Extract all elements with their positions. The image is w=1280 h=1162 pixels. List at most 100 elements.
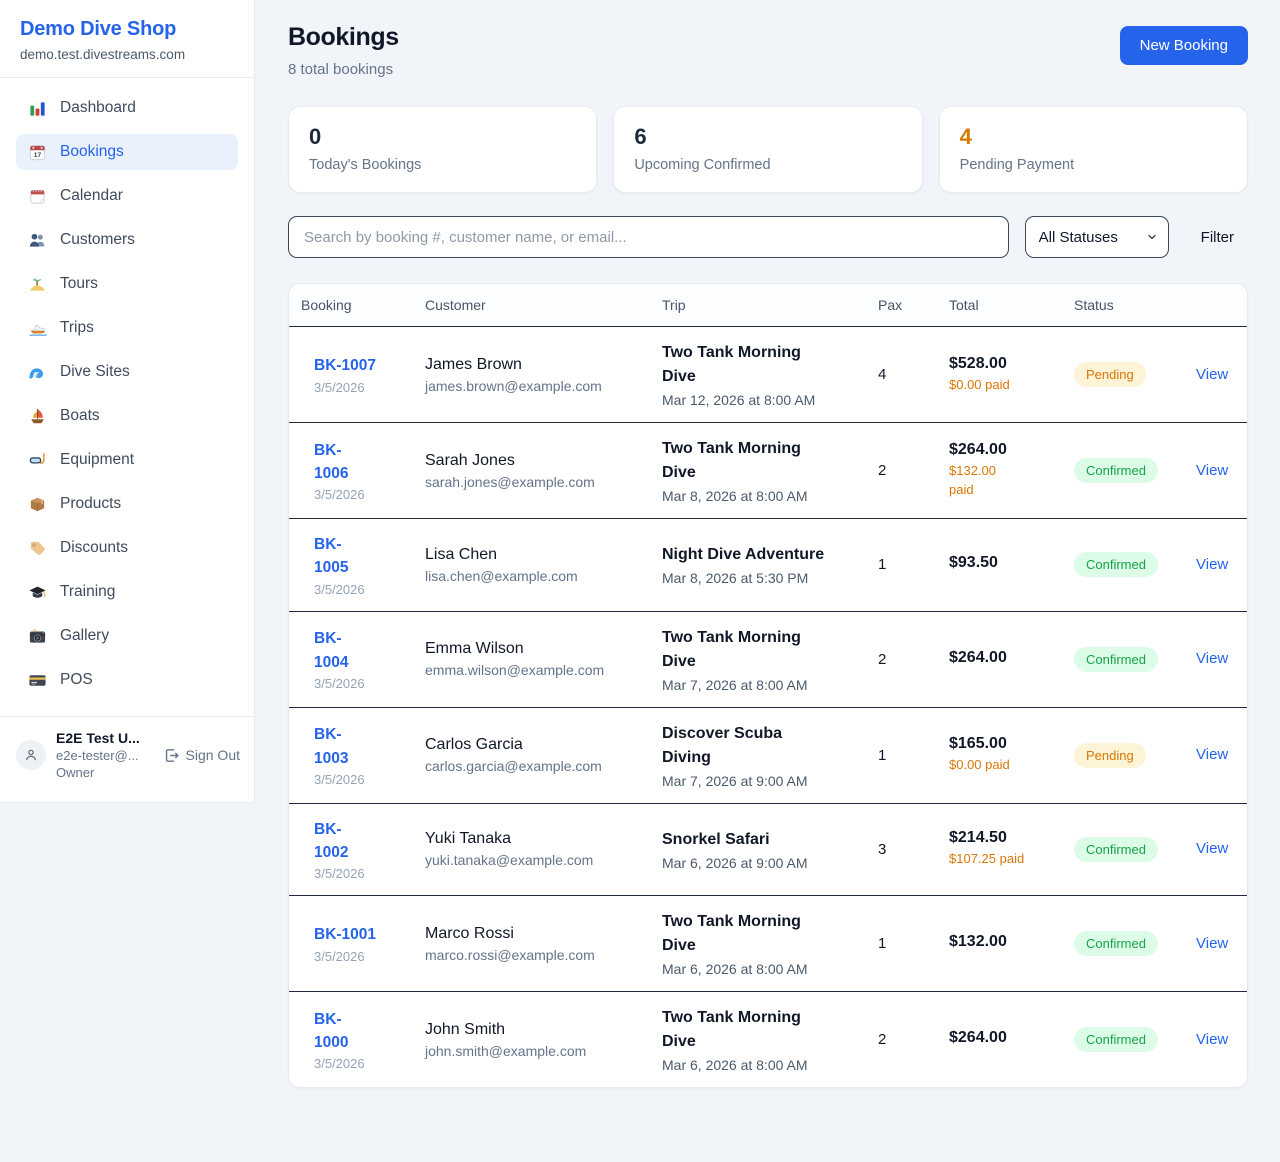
view-link[interactable]: View [1196,934,1229,952]
booking-link[interactable]: BK-1001 [314,926,377,944]
customer-name: Sarah Jones [425,451,515,469]
svg-text:17: 17 [34,151,42,158]
sign-out-label: Sign Out [185,747,240,763]
view-link[interactable]: View [1196,1030,1229,1048]
view-cell: View [1184,518,1247,611]
pax-cell: 1 [866,518,937,611]
filter-button[interactable]: Filter [1185,229,1248,246]
stat-label: Upcoming Confirmed [634,157,771,173]
status-cell: Confirmed [1062,991,1184,1087]
sidebar-item-discounts[interactable]: Discounts [16,530,238,566]
trip-cell: Night Dive Adventure Mar 8, 2026 at 5:30… [650,518,866,611]
booking-link[interactable]: BK-1007 [314,357,377,375]
status-cell: Confirmed [1062,895,1184,992]
trip-name: Two Tank Morning Dive [662,628,801,670]
view-link[interactable]: View [1196,365,1229,383]
sidebar-item-products[interactable]: Products [16,486,238,522]
status-badge: Pending [1074,362,1146,387]
view-cell: View [1184,422,1247,519]
booking-link[interactable]: BK- 1004 [314,630,349,671]
column-header: Trip [650,284,866,327]
status-badge: Confirmed [1074,646,1158,672]
status-badge: Confirmed [1074,931,1158,956]
sidebar-item-customers[interactable]: Customers [16,222,238,258]
new-booking-button[interactable]: New Booking [1119,26,1248,65]
sidebar-item-pos[interactable]: POS [16,662,238,698]
sidebar-item-tours[interactable]: Tours [16,266,238,302]
view-link[interactable]: View [1196,840,1229,858]
view-link[interactable]: View [1196,650,1229,667]
trip-name: Two Tank Morning Dive [662,440,801,481]
stat-card: 4 Pending Payment [938,106,1248,193]
pax-cell: 1 [866,895,937,992]
sidebar-item-label: Gallery [60,627,110,644]
trip-cell: Two Tank Morning Dive Mar 7, 2026 at 8:0… [650,610,866,707]
brand-name[interactable]: Demo Dive Shop [20,18,177,40]
stats-row: 0 Today's Bookings 6 Upcoming Confirmed … [288,106,1248,193]
pax-cell: 4 [866,326,937,423]
table-row: BK- 1005 3/5/2026 Lisa Chen lisa.chen@ex… [289,518,1247,611]
sidebar-item-boats[interactable]: Boats [16,398,238,434]
column-header: Total [937,284,1062,327]
view-cell: View [1184,802,1247,896]
sidebar-item-label: Boats [60,407,100,424]
booking-cell: BK-1007 3/5/2026 [289,326,413,423]
grad-cap-icon [28,583,47,602]
view-link[interactable]: View [1196,461,1229,479]
status-cell: Pending [1062,706,1184,803]
status-select[interactable]: All Statuses [1024,216,1169,258]
sidebar-item-equipment[interactable]: Equipment [16,442,238,478]
sidebar-item-dashboard[interactable]: Dashboard [16,90,238,126]
sign-out-button[interactable]: Sign Out [163,747,240,764]
pax-cell: 2 [866,422,937,519]
booking-cell: BK- 1004 3/5/2026 [289,610,413,707]
booking-date: 3/5/2026 [314,581,365,597]
sidebar-item-gallery[interactable]: Gallery [16,618,238,654]
sidebar-item-trips[interactable]: Trips [16,310,238,346]
person-icon [26,749,36,761]
paid-amount: $0.00 paid [949,757,1010,773]
search-input[interactable] [288,216,1009,258]
status-badge: Confirmed [1074,552,1158,578]
sidebar-item-label: Products [60,495,122,512]
booking-link[interactable]: BK- 1000 [314,1010,349,1051]
trip-datetime: Mar 7, 2026 at 8:00 AM [662,676,808,693]
sidebar-item-calendar[interactable]: Calendar [16,178,238,214]
pax-cell: 3 [866,802,937,896]
customer-name: James Brown [425,355,522,373]
customer-cell: Lisa Chen lisa.chen@example.com [413,518,650,611]
sidebar-item-training[interactable]: Training [16,574,238,610]
pax-cell: 2 [866,610,937,707]
total-amount: $264.00 [949,441,1007,459]
user-role: Owner [56,765,95,780]
sidebar-item-bookings[interactable]: 17 Bookings [16,134,238,170]
customer-cell: Marco Rossi marco.rossi@example.com [413,895,650,992]
table-row: BK- 1006 3/5/2026 Sarah Jones sarah.jone… [289,422,1247,519]
column-header [1184,284,1247,327]
column-header: Customer [413,284,650,327]
booking-link[interactable]: BK- 1003 [314,726,349,767]
customer-name: Lisa Chen [425,545,498,563]
column-header: Pax [866,284,937,327]
booking-link[interactable]: BK- 1006 [314,441,349,482]
status-cell: Confirmed [1062,610,1184,707]
view-cell: View [1184,610,1247,707]
booking-cell: BK- 1005 3/5/2026 [289,518,413,611]
trip-cell: Snorkel Safari Mar 6, 2026 at 9:00 AM [650,802,866,896]
view-link[interactable]: View [1196,746,1229,763]
people-icon [28,231,47,250]
view-link[interactable]: View [1196,555,1229,573]
total-amount: $93.50 [949,554,998,572]
sidebar: Demo Dive Shop demo.test.divestreams.com… [0,0,255,803]
booking-cell: BK-1001 3/5/2026 [289,895,413,992]
stat-card: 0 Today's Bookings [288,106,598,193]
calendar-date-icon: 17 [28,143,47,162]
sidebar-item-dive-sites[interactable]: Dive Sites [16,354,238,390]
booking-link[interactable]: BK- 1002 [314,820,349,861]
trip-name: Two Tank Morning Dive [662,913,801,954]
booking-date: 3/5/2026 [314,487,365,503]
customer-name: Carlos Garcia [425,736,523,753]
booking-cell: BK- 1002 3/5/2026 [289,802,413,896]
booking-link[interactable]: BK- 1005 [314,536,349,577]
customer-cell: Carlos Garcia carlos.garcia@example.com [413,706,650,803]
